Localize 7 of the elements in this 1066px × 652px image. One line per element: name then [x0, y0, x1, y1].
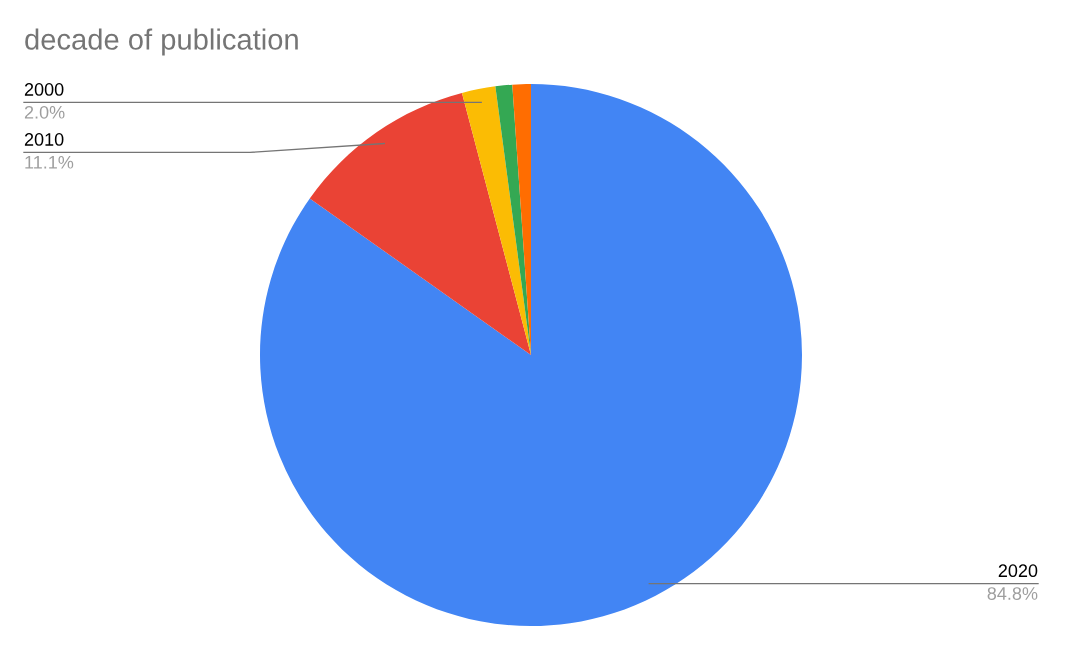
slice-label: 2010 — [24, 133, 64, 146]
chart-title: decade of publication — [25, 28, 298, 56]
data-label: 11.1% — [25, 155, 74, 169]
data-label: 84.8% — [987, 587, 1038, 600]
slice-label: 2020 — [998, 564, 1038, 578]
slice-label: 2000 — [24, 83, 64, 96]
data-label: 2.0% — [24, 105, 65, 119]
